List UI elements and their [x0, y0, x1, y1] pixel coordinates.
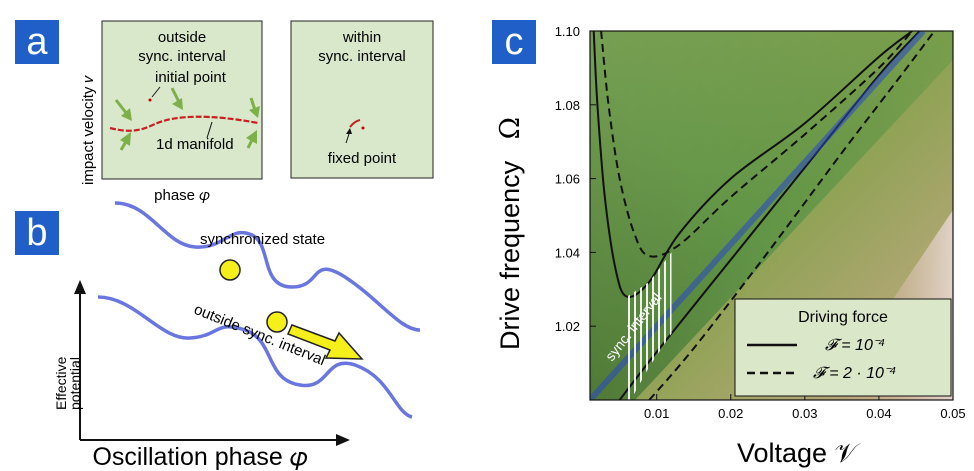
potential-curve-upper: [114, 201, 421, 332]
y-tick-label: 1.10: [555, 24, 580, 39]
y-tick-label: 1.06: [555, 172, 580, 187]
y-tick-label: 1.02: [555, 319, 580, 334]
curve-F2-upper: [600, 31, 913, 258]
x-axis-label: Voltage 𝒱: [737, 438, 861, 468]
panel-b-ylabel-1: Effective: [53, 356, 69, 410]
potential-curve-lower: [97, 295, 413, 419]
x-tick-label: 0.04: [866, 406, 891, 421]
annot-1d-manifold: 1d manifold: [156, 136, 234, 153]
x-tick-label: 0.05: [940, 406, 965, 421]
y-axis-label-symbol: Ω: [495, 117, 526, 139]
panel-a-xlabel: phase 𝜑: [154, 187, 210, 204]
initial-point-marker: [148, 98, 152, 102]
manifold-curve: [109, 115, 259, 132]
y-tick-label: 1.04: [555, 245, 580, 260]
panel-letter-b: b: [15, 211, 59, 255]
annot-fixed-point: fixed point: [328, 150, 397, 167]
x-tick-labels: 0.01 0.02 0.03 0.04 0.05: [644, 394, 966, 421]
panel-b-xlabel: Oscillation phase 𝜑: [92, 443, 307, 471]
y-axis-label-text: Drive frequency: [495, 160, 525, 350]
legend-entry-solid: 𝓕 = 10⁻⁴: [825, 337, 885, 354]
flow-arrows: [114, 87, 260, 151]
motion-arrow: [286, 324, 364, 360]
annot-initial-point: initial point: [155, 69, 227, 86]
legend-title: Driving force: [798, 309, 888, 326]
ball-synchronized: [219, 259, 241, 281]
panel-a-box2: within sync. interval fixed point: [290, 20, 434, 179]
plot-frame: [589, 30, 954, 401]
phase-box-within: [290, 20, 434, 179]
box1-title1: outside: [158, 29, 206, 46]
ball-outside: [266, 311, 288, 333]
sync-interval-hatch: [627, 252, 672, 400]
panel-b-ylabel-2: potential: [67, 357, 83, 410]
panel-b: synchronized state outside sync. interva…: [53, 201, 421, 471]
y-tick-labels: 1.02 1.04 1.06 1.08 1.10: [555, 24, 596, 334]
panel-c: sync. interval 1.021.041.061.081.10 0.01…: [495, 24, 966, 468]
panel-letter-a: a: [15, 20, 59, 64]
legend: Driving force 𝓕 = 10⁻⁴ 𝓕 = 2 · 10⁻⁴: [734, 298, 952, 397]
label-synchronized-state: synchronized state: [200, 231, 325, 248]
box1-title2: sync. interval: [138, 48, 226, 65]
panel-a: impact velocity 𝑣 outside sync. interval…: [80, 20, 263, 204]
fixed-point-trace: [349, 119, 361, 128]
box2-title1: within: [342, 29, 381, 46]
box2-title2: sync. interval: [318, 48, 406, 65]
x-tick-label: 0.01: [644, 406, 669, 421]
curve-F2-lower: [648, 31, 936, 400]
panel-letter-c: c: [492, 20, 536, 64]
legend-entry-dashed: 𝓕 = 2 · 10⁻⁴: [813, 365, 896, 382]
x-tick-label: 0.02: [718, 406, 743, 421]
panel-a-ylabel: impact velocity 𝑣: [80, 74, 97, 185]
x-tick-label: 0.03: [792, 406, 817, 421]
y-tick-label: 1.08: [555, 98, 580, 113]
y-axis-label: Drive frequency Ω: [495, 117, 526, 350]
